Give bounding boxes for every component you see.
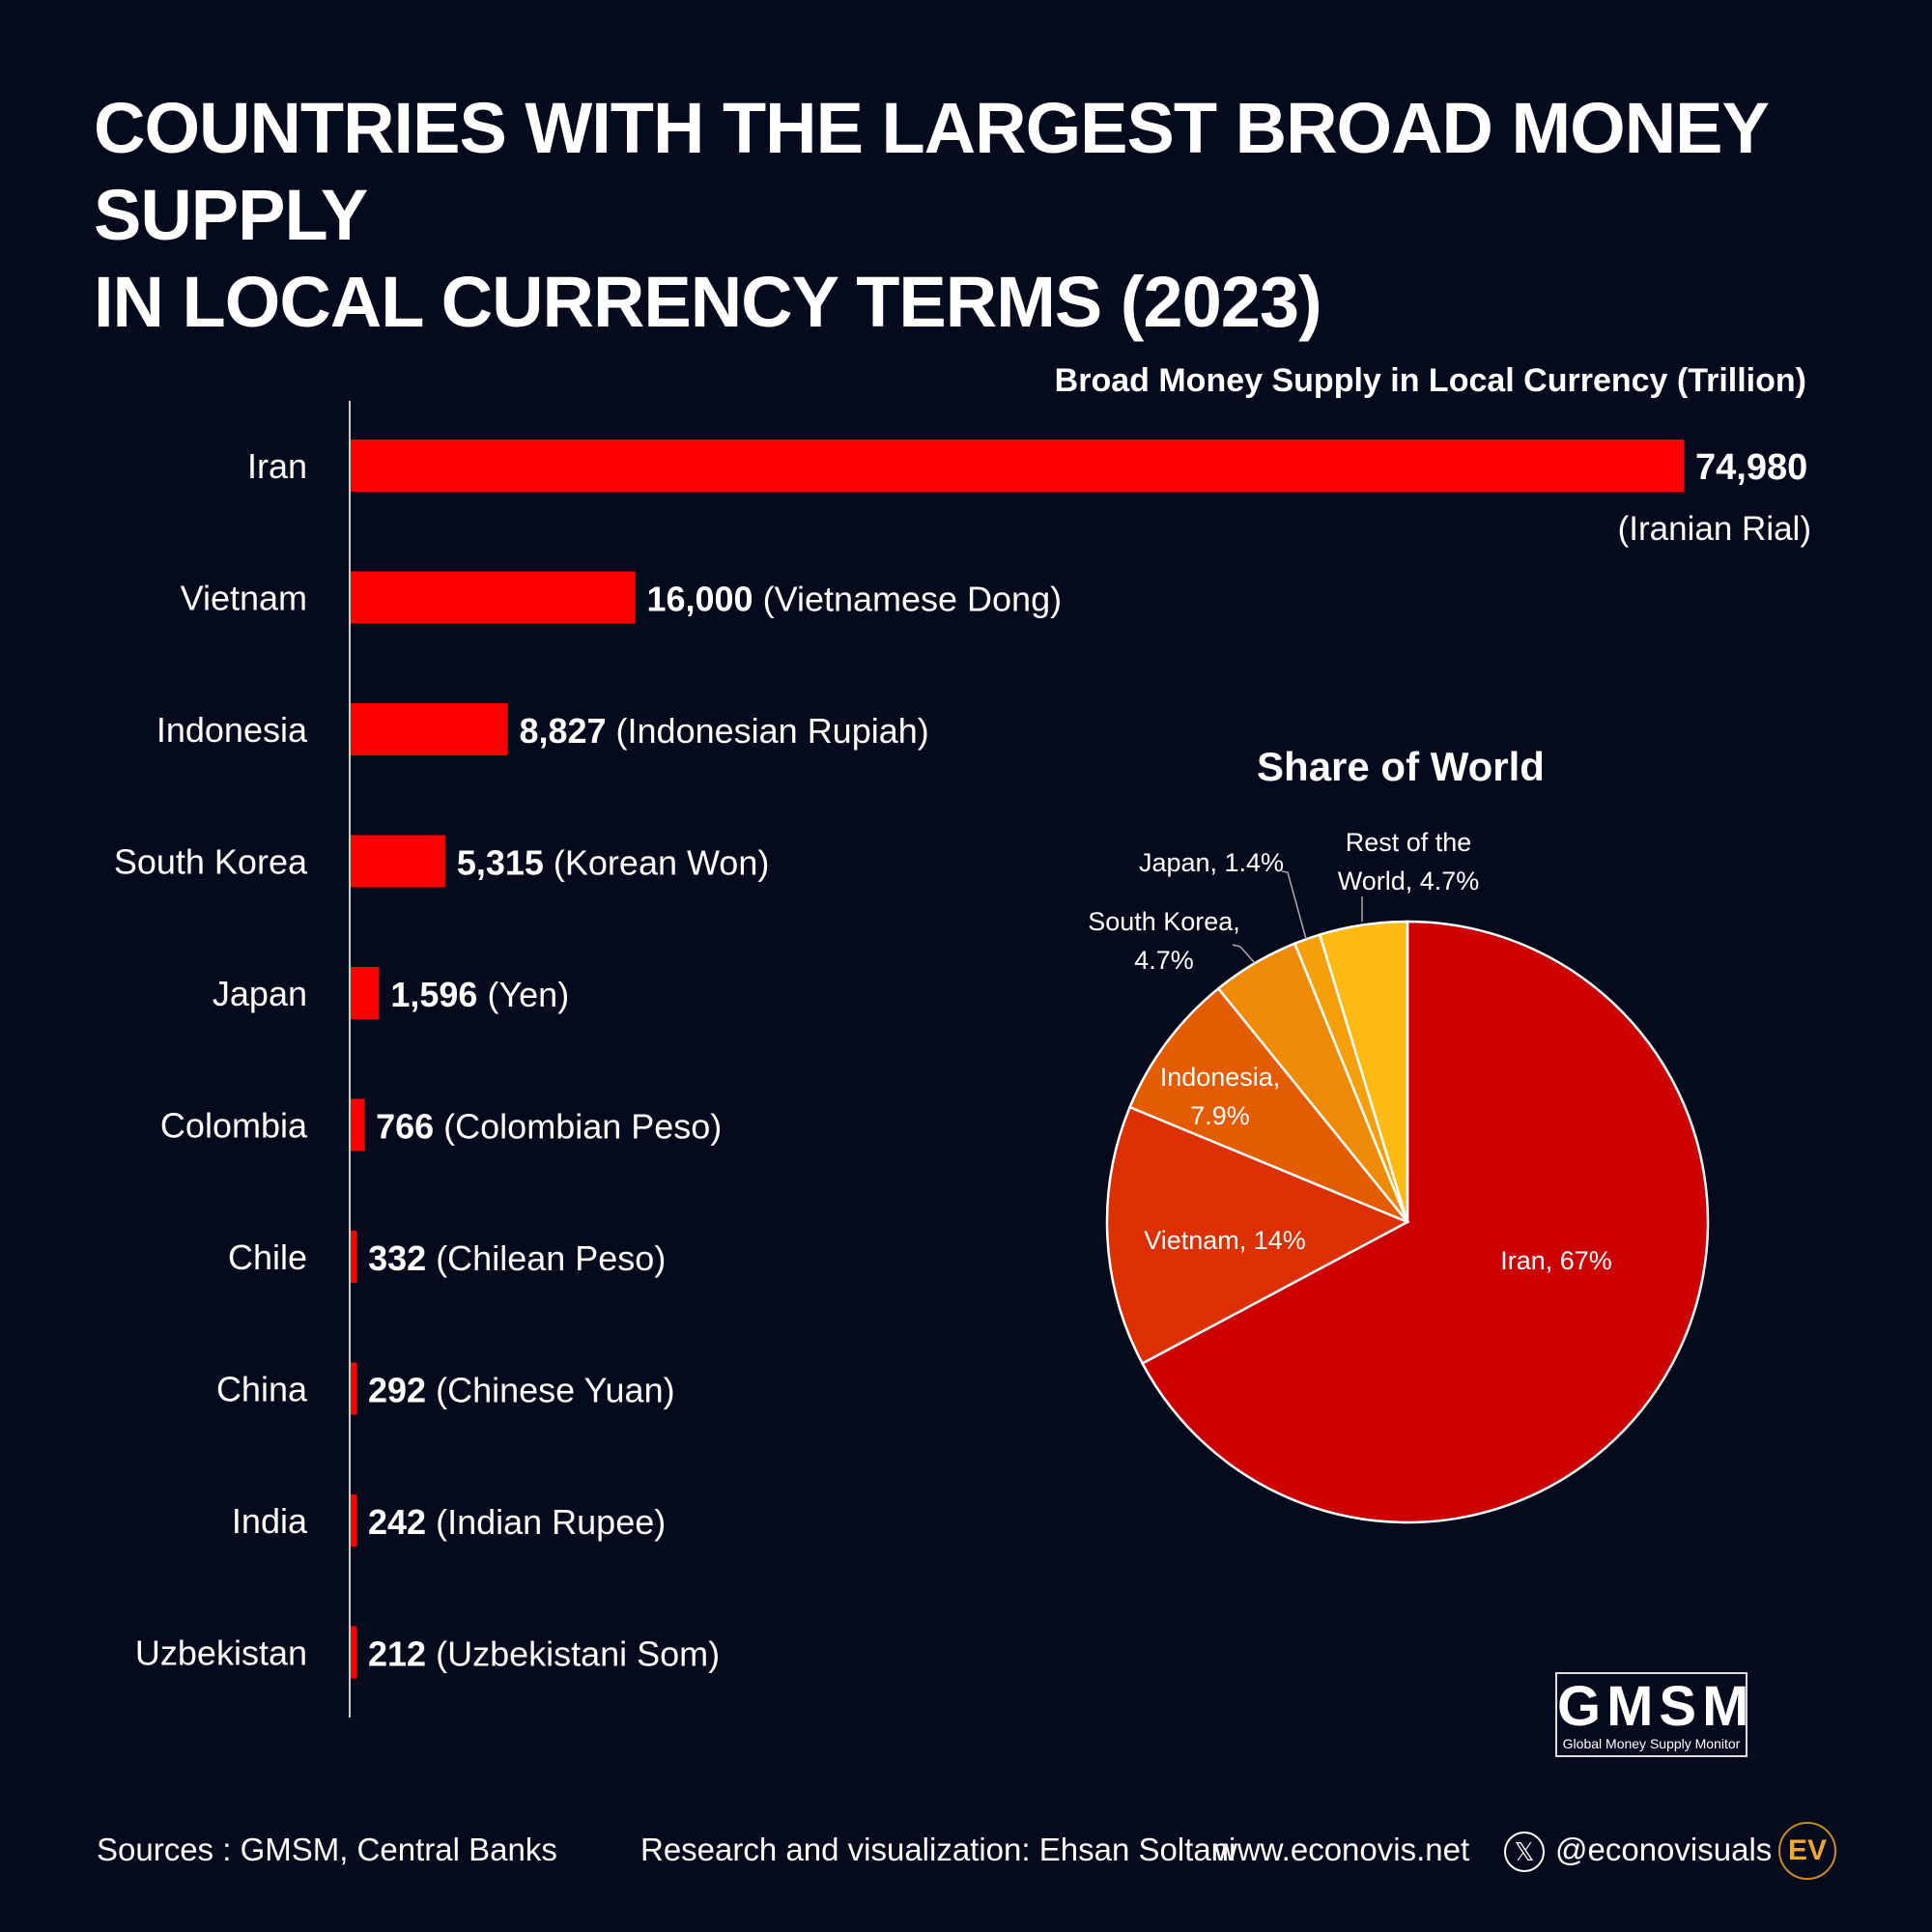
sources-text: Sources : GMSM, Central Banks	[97, 1832, 557, 1867]
bar-south-korea	[351, 835, 445, 888]
value-label: 1,596 (Yen)	[390, 975, 569, 1014]
bar-colombia	[351, 1098, 365, 1151]
pie-label-south-korea: South Korea, 4.7%	[1088, 907, 1240, 975]
bar-japan	[351, 967, 380, 1019]
pie-title: Share of World	[1257, 744, 1545, 789]
category-label: Iran	[247, 446, 307, 486]
gmsm-logo-text: GMSM	[1557, 1675, 1755, 1738]
pie-slice-rest-of-the-world	[1318, 920, 1409, 1223]
leader-line-japan	[1281, 870, 1307, 940]
title-line-2: IN LOCAL CURRENCY TERMS (2023)	[94, 262, 1322, 342]
bar-iran	[351, 440, 1684, 492]
leader-line-south-korea	[1232, 944, 1256, 964]
category-label: South Korea	[114, 842, 308, 882]
category-label: China	[216, 1370, 308, 1409]
category-label: Indonesia	[156, 710, 308, 750]
value-label: 766 (Colombian Peso)	[376, 1107, 722, 1147]
value-label: 74,980	[1695, 447, 1807, 488]
bar-chart-title: Broad Money Supply in Local Currency (Tr…	[1055, 362, 1806, 399]
value-label: 242 (Indian Rupee)	[368, 1502, 666, 1542]
value-label: 332 (Chilean Peso)	[368, 1238, 666, 1278]
pie-label-rest-of-world: Rest of the World, 4.7%	[1338, 828, 1480, 895]
gmsm-logo-subtext: Global Money Supply Monitor	[1562, 1736, 1741, 1751]
bar-china	[351, 1362, 356, 1415]
ev-logo: EV	[1778, 1822, 1836, 1880]
value-label: 5,315 (Korean Won)	[457, 843, 770, 883]
category-label: Uzbekistan	[135, 1634, 307, 1673]
pie-label-iran: Iran, 67%	[1500, 1246, 1612, 1275]
pie-label-japan: Japan, 1.4%	[1139, 848, 1284, 877]
value-label: 292 (Chinese Yuan)	[368, 1371, 675, 1410]
category-label: Japan	[213, 974, 307, 1013]
bar-uzbekistan	[351, 1626, 356, 1679]
pie-label-indonesia: Indonesia, 7.9%	[1160, 1063, 1281, 1130]
bar-vietnam	[351, 571, 636, 624]
bar-indonesia	[351, 703, 508, 755]
pie-slice-vietnam	[1105, 1105, 1410, 1366]
value-label: 8,827 (Indonesian Rupiah)	[519, 711, 928, 751]
currency-label: (Iranian Rial)	[1618, 510, 1811, 548]
category-label: India	[232, 1501, 308, 1541]
pie-label-vietnam: Vietnam, 14%	[1144, 1226, 1306, 1255]
value-label: 16,000 (Vietnamese Dong)	[646, 580, 1062, 619]
bar-india	[351, 1494, 356, 1547]
pie-slice-indonesia	[1127, 986, 1408, 1224]
page-title: COUNTRIES WITH THE LARGEST BROAD MONEY S…	[94, 85, 1932, 346]
title-line-1: COUNTRIES WITH THE LARGEST BROAD MONEY S…	[94, 88, 1769, 255]
category-label: Chile	[228, 1237, 307, 1277]
pie-slice-iran	[1140, 920, 1710, 1524]
social-handle[interactable]: @econovisuals	[1555, 1832, 1773, 1867]
category-label: Colombia	[160, 1106, 308, 1146]
value-label: 212 (Uzbekistani Som)	[368, 1634, 720, 1674]
x-logo-icon[interactable]: 𝕏	[1504, 1832, 1545, 1872]
ev-logo-text: EV	[1787, 1834, 1828, 1866]
category-label: Vietnam	[181, 579, 307, 618]
bar-chile	[351, 1231, 357, 1283]
gmsm-logo: GMSM Global Money Supply Monitor	[1555, 1672, 1755, 1757]
credit-text: Research and visualization: Ehsan Soltan…	[640, 1832, 1236, 1867]
website-link[interactable]: www.econovis.net	[1214, 1832, 1470, 1867]
